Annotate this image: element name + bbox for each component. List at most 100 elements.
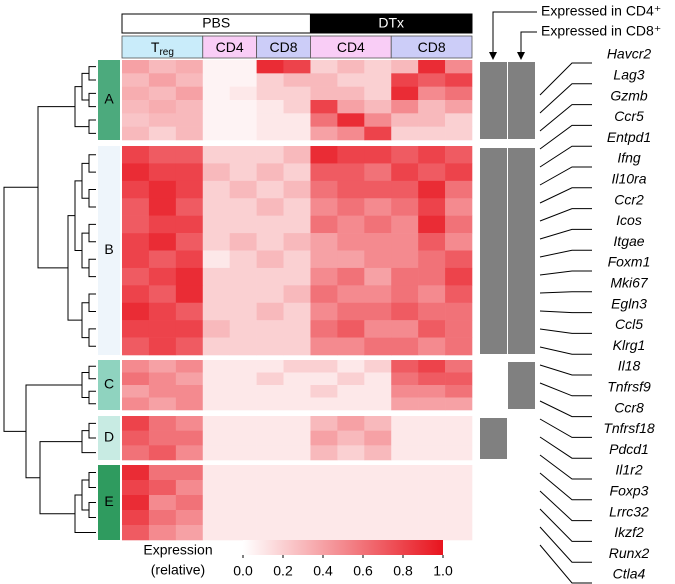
heatmap-cell	[256, 360, 284, 373]
heatmap-cell	[122, 215, 150, 234]
heatmap-cell	[202, 445, 230, 461]
dendrogram	[74, 180, 82, 251]
heatmap-cell	[175, 385, 204, 398]
dendrogram	[81, 302, 89, 339]
heatmap-cell	[337, 100, 365, 114]
heatmap-cell	[445, 73, 473, 87]
heatmap-cell	[445, 250, 473, 269]
heatmap-cell	[175, 445, 204, 461]
heatmap-cell	[445, 126, 473, 141]
heatmap-cell	[256, 146, 284, 164]
gene-label: Il1r2	[615, 462, 642, 478]
heatmap-cell	[418, 126, 446, 141]
colorbar-title: (relative)	[151, 562, 205, 578]
heatmap-cell	[122, 180, 150, 199]
gene-label: Ikzf2	[614, 524, 644, 540]
gene-label: Foxm1	[608, 254, 651, 270]
gene-label: Egln3	[611, 295, 647, 311]
heatmap-cell	[364, 465, 392, 481]
heatmap-cell	[337, 480, 365, 496]
heatmap-cell	[256, 385, 284, 398]
heatmap-cell	[122, 73, 150, 87]
heatmap-cell	[202, 180, 230, 199]
heatmap-cell	[175, 100, 204, 114]
condition-label: CD4	[216, 39, 244, 55]
heatmap-cell	[418, 73, 446, 87]
heatmap-cell	[418, 525, 446, 541]
heatmap-cell	[364, 495, 392, 511]
heatmap-cell	[391, 385, 419, 398]
gene-label: Itgae	[613, 233, 644, 249]
heatmap-cell	[445, 360, 473, 373]
heatmap-cell	[310, 86, 338, 101]
heatmap-cell	[364, 320, 392, 338]
gene-label: Ccr8	[614, 399, 644, 415]
gene-label: Mki67	[610, 275, 649, 291]
dendrogram	[88, 223, 96, 243]
dendrogram	[81, 232, 89, 269]
heatmap-cell	[283, 73, 311, 87]
heatmap-cell	[310, 397, 338, 411]
heatmap-cell	[310, 198, 338, 216]
heatmap-cell	[148, 302, 177, 321]
heatmap-cell	[337, 525, 365, 541]
arrow-head	[489, 52, 497, 60]
heatmap-cell	[229, 445, 257, 461]
gene-leader	[539, 328, 592, 334]
heatmap-cell	[283, 525, 311, 541]
heatmap-cell	[148, 233, 177, 251]
heatmap-cell	[256, 495, 284, 511]
heatmap-cell	[310, 360, 338, 373]
heatmap-cell	[175, 397, 204, 411]
heatmap-cell	[283, 416, 311, 431]
heatmap-cell	[364, 510, 392, 526]
heatmap-cell	[337, 73, 365, 87]
heatmap-cell	[391, 445, 419, 461]
heatmap-cell	[229, 480, 257, 496]
heatmap-cell	[202, 250, 230, 269]
heatmap-cell	[175, 510, 204, 526]
colorbar	[243, 540, 443, 555]
heatmap-cell	[202, 360, 230, 373]
gene-leader	[539, 310, 592, 314]
dendrogram	[25, 384, 82, 479]
heatmap-cell	[310, 495, 338, 511]
heatmap-cell	[310, 100, 338, 114]
gene-leader	[539, 364, 592, 376]
heatmap-cell	[256, 86, 284, 101]
heatmap-cell	[418, 60, 446, 74]
gene-leader	[539, 454, 592, 480]
heatmap-cell	[256, 480, 284, 496]
heatmap-cell	[445, 302, 473, 321]
heatmap-cell	[256, 302, 284, 321]
dendrogram	[81, 479, 89, 511]
heatmap-cell	[337, 445, 365, 461]
dendrogram	[88, 293, 96, 312]
cluster-box	[98, 146, 120, 355]
heatmap-cell	[256, 267, 284, 286]
heatmap-cell	[337, 250, 365, 269]
heatmap-cell	[202, 86, 230, 101]
heatmap-cell	[202, 267, 230, 286]
heatmap-cell	[337, 180, 365, 199]
heatmap-cell	[175, 163, 204, 182]
heatmap-cell	[391, 372, 419, 386]
condition-label-main: T	[151, 39, 160, 55]
colorbar-title: Expression	[143, 542, 212, 558]
heatmap-cell	[283, 250, 311, 269]
heatmap-cell	[337, 126, 365, 141]
heatmap-cell	[148, 126, 177, 141]
heatmap-cell	[310, 372, 338, 386]
heatmap-cell	[175, 285, 204, 304]
heatmap-cell	[229, 302, 257, 321]
heatmap-cell	[202, 430, 230, 446]
heatmap-cell	[202, 510, 230, 526]
heatmap-cell	[122, 337, 150, 356]
heatmap-cell	[283, 180, 311, 199]
heatmap-cell	[337, 510, 365, 526]
heatmap-cell	[337, 113, 365, 127]
dendrogram	[88, 472, 96, 488]
heatmap-cell	[364, 416, 392, 431]
heatmap-cell	[256, 113, 284, 127]
heatmap-cell	[229, 320, 257, 338]
